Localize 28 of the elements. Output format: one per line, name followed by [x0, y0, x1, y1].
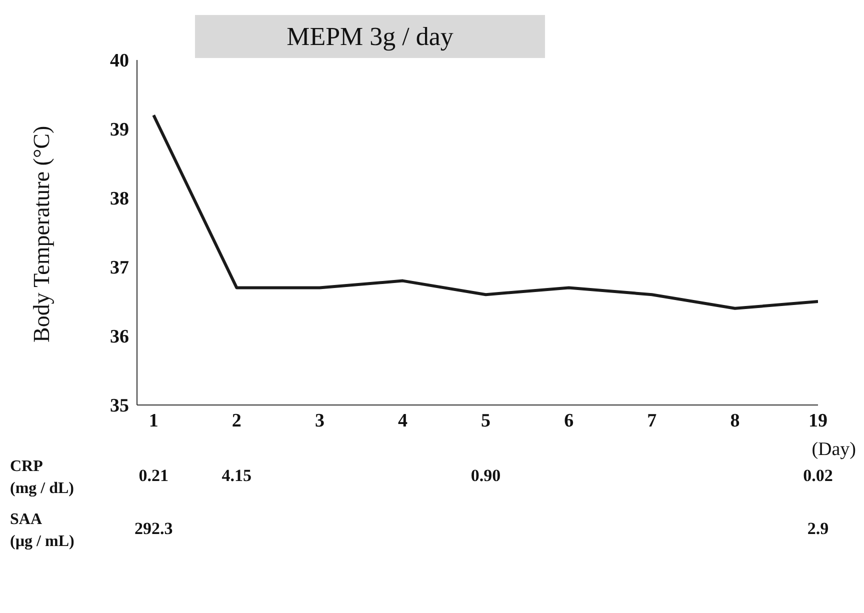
- x-tick-label: 3: [314, 410, 324, 432]
- chart-title: MEPM 3g / day: [286, 22, 454, 52]
- x-tick-label: 4: [398, 410, 408, 432]
- y-tick-label: SAA (µg / mL): [10, 510, 74, 552]
- y-tick-label: CRP (mg / dL): [10, 457, 74, 499]
- x-tick-label: 5: [481, 410, 491, 432]
- heading-panel: MEPM 3g / day: [195, 15, 545, 58]
- x-tick-label: 2: [232, 410, 242, 432]
- y-tick-label: 36: [110, 326, 129, 348]
- x-tick-label: 8: [730, 410, 740, 432]
- y-tick-label: 39: [110, 120, 129, 141]
- x-tick-label: 19: [808, 410, 828, 432]
- data-label: 0.90: [470, 466, 502, 486]
- data-label: 2.9: [806, 519, 830, 539]
- x-axis-title: (Day): [812, 439, 856, 461]
- data-label: 4.15: [220, 466, 253, 486]
- x-tick-label: 7: [647, 410, 658, 432]
- x-tick-label: 6: [564, 410, 574, 432]
- y-axis-title: Body Temperature (°C): [29, 126, 54, 342]
- data-label: 0.02: [802, 466, 834, 486]
- data-label: 0.21: [138, 466, 170, 486]
- y-tick-label: 35: [110, 396, 129, 417]
- y-tick-label: 38: [110, 188, 129, 210]
- line-series: [152, 114, 818, 310]
- y-tick-label: 40: [110, 50, 129, 72]
- y-tick-label: 37: [110, 258, 130, 279]
- data-label: 292.3: [133, 519, 174, 539]
- x-tick-label: 1: [148, 410, 158, 432]
